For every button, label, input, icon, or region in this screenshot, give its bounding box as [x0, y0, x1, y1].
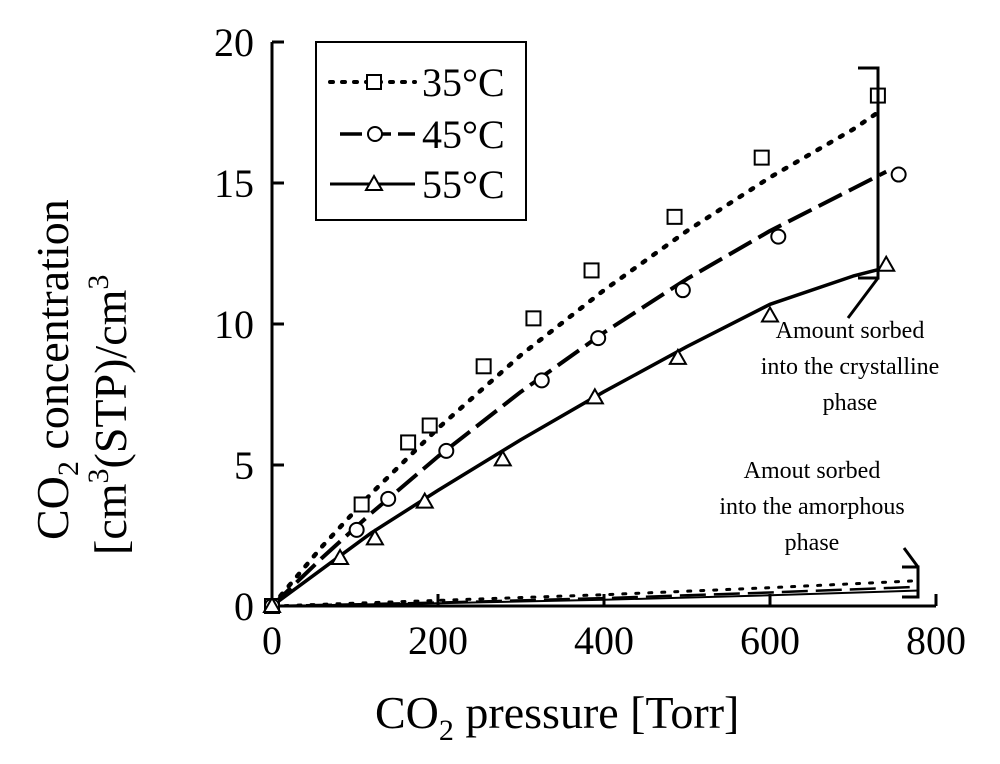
data-point-triangle — [365, 528, 385, 546]
data-point-triangle — [760, 305, 780, 323]
y-tick-label: 15 — [214, 161, 254, 206]
y-tick-label: 0 — [234, 584, 254, 629]
data-point-triangle — [262, 595, 282, 613]
amorphous-annotation-line3: phase — [785, 530, 840, 556]
legend-triangle-marker — [364, 173, 384, 191]
legend-label-35c: 35°C — [422, 60, 505, 105]
amorphous-annotation: Amout sorbed into the amorphous phase — [719, 458, 904, 556]
x-axis-ticks: 0 200 400 600 800 — [262, 594, 966, 663]
amorphous-line-1 — [270, 579, 921, 608]
data-point-circle — [438, 442, 455, 459]
legend-box — [315, 41, 527, 221]
data-point-circle — [890, 166, 907, 183]
data-point-triangle — [493, 449, 513, 467]
legend-item-55c: 55°C — [330, 162, 505, 207]
crystalline-leader-line — [846, 277, 880, 319]
series-curves — [269, 107, 888, 609]
legend-label-45c: 45°C — [422, 112, 505, 157]
data-point-circle — [770, 228, 787, 245]
y-tick-label: 5 — [234, 443, 254, 488]
amorphous-annotation-line1: Amout sorbed — [744, 458, 881, 484]
amorphous-bracket-shape — [902, 565, 920, 599]
series-line-3 — [270, 265, 887, 608]
data-point-circle — [590, 330, 607, 347]
data-point-triangle — [876, 254, 896, 272]
y-axis-title: CO2 concentration [cm3(STP)/cm3 — [27, 199, 136, 555]
series-markers — [262, 87, 907, 614]
series-line-1 — [269, 107, 885, 609]
x-tick-label: 400 — [574, 618, 634, 663]
y-axis-title-line1: CO2 concentration — [27, 199, 85, 540]
data-point-square — [353, 496, 370, 513]
amorphous-annotation-line2: into the amorphous — [719, 494, 904, 520]
crystalline-annotation-line3: phase — [823, 390, 878, 416]
legend: 35°C 45°C 55°C — [315, 41, 527, 221]
data-point-square — [666, 208, 683, 225]
data-point-square — [400, 434, 417, 451]
crystalline-annotation: Amount sorbed into the crystalline phase — [761, 318, 940, 416]
x-tick-label: 600 — [740, 618, 800, 663]
data-point-circle — [380, 490, 397, 507]
legend-circle-marker — [367, 126, 383, 142]
y-axis-title-line2: [cm3(STP)/cm3 — [82, 275, 136, 555]
crystalline-bracket — [846, 66, 880, 319]
legend-label-55c: 55°C — [422, 162, 505, 207]
legend-item-35c: 35°C — [328, 60, 505, 105]
x-tick-label: 0 — [262, 618, 282, 663]
legend-square-marker — [366, 74, 382, 90]
x-tick-label: 800 — [906, 618, 966, 663]
data-point-circle — [348, 521, 365, 538]
amorphous-leader-line — [902, 547, 920, 568]
amorphous-line-2 — [271, 585, 920, 608]
crystalline-bracket-shape — [858, 66, 880, 280]
crystalline-annotation-line2: into the crystalline — [761, 354, 940, 380]
x-axis-title: CO2 pressure [Torr] — [375, 687, 739, 747]
series-line-2 — [270, 169, 888, 608]
data-point-circle — [533, 372, 550, 389]
amorphous-line-3 — [271, 589, 920, 607]
data-point-triangle — [330, 548, 350, 566]
crystalline-annotation-line1: Amount sorbed — [776, 318, 925, 344]
data-point-square — [475, 358, 492, 375]
data-point-triangle — [414, 491, 435, 509]
y-tick-label: 20 — [214, 20, 254, 65]
data-point-triangle — [668, 347, 688, 365]
data-point-circle — [674, 282, 691, 299]
amorphous-lines — [270, 579, 921, 608]
data-point-square — [583, 262, 600, 279]
data-point-square — [753, 149, 770, 166]
x-tick-label: 200 — [408, 618, 468, 663]
data-point-square — [525, 310, 542, 327]
data-point-triangle — [585, 387, 605, 405]
amorphous-bracket — [902, 547, 920, 599]
data-point-square — [421, 417, 438, 434]
legend-item-45c: 45°C — [340, 112, 505, 157]
y-axis-ticks: 0 5 10 15 20 — [214, 20, 284, 629]
y-tick-label: 10 — [214, 302, 254, 347]
